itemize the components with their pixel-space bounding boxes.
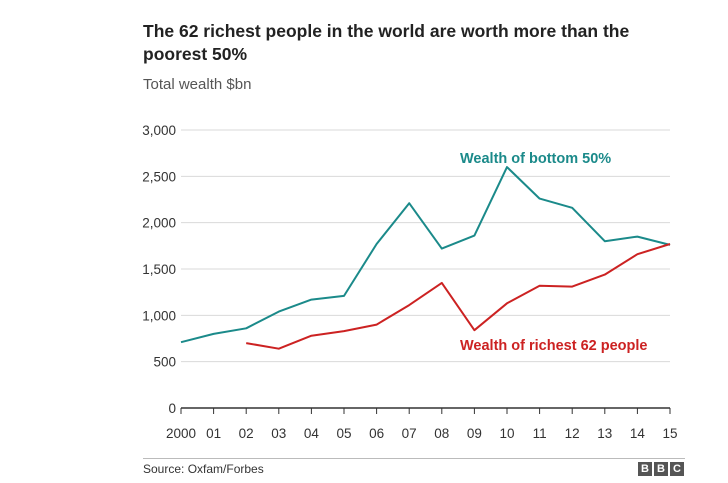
series-lines bbox=[180, 166, 671, 350]
y-axis-ticks: 0 500 1,000 1,500 2,000 2,500 3,000 bbox=[142, 123, 176, 416]
x-tick-label: 13 bbox=[597, 426, 612, 441]
y-tick-label: 2,000 bbox=[142, 216, 176, 231]
y-tick-label: 1,500 bbox=[142, 262, 176, 277]
source-note: Source: Oxfam/Forbes bbox=[143, 462, 264, 476]
logo-letter: C bbox=[670, 462, 684, 476]
x-tick-label: 14 bbox=[630, 426, 646, 441]
footer-divider bbox=[143, 458, 685, 459]
x-tick-label: 08 bbox=[434, 426, 449, 441]
x-tick-label: 07 bbox=[402, 426, 417, 441]
chart-title: The 62 richest people in the world are w… bbox=[143, 21, 630, 64]
x-tick-label: 01 bbox=[206, 426, 221, 441]
gridlines bbox=[181, 129, 670, 363]
x-tick-label: 03 bbox=[271, 426, 286, 441]
x-tick-label: 04 bbox=[304, 426, 320, 441]
y-axis-unit-label: Total wealth $bn bbox=[143, 76, 252, 93]
y-tick-label: 0 bbox=[168, 401, 176, 416]
x-tick-label: 12 bbox=[565, 426, 580, 441]
x-tick-label: 06 bbox=[369, 426, 384, 441]
y-tick-label: 3,000 bbox=[142, 123, 176, 138]
series-label-bottom-50: Wealth of bottom 50% bbox=[460, 151, 611, 167]
y-tick-label: 500 bbox=[153, 355, 176, 370]
logo-letter: B bbox=[638, 462, 652, 476]
y-tick-label: 2,500 bbox=[142, 169, 176, 184]
x-tick-label: 02 bbox=[239, 426, 254, 441]
series-label-richest-62: Wealth of richest 62 people bbox=[460, 338, 647, 354]
x-tick-label: 2000 bbox=[166, 426, 196, 441]
x-axis: 2000 01 02 03 04 05 06 07 08 09 10 11 12 13 14 15 bbox=[166, 407, 678, 441]
y-tick-label: 1,000 bbox=[142, 308, 176, 323]
series-line-bottom50 bbox=[180, 166, 671, 344]
x-tick-label: 15 bbox=[662, 426, 677, 441]
logo-letter: B bbox=[654, 462, 668, 476]
x-tick-label: 09 bbox=[467, 426, 482, 441]
bbc-logo: B B C bbox=[638, 462, 684, 476]
x-tick-label: 05 bbox=[336, 426, 351, 441]
series-line-richest62 bbox=[246, 243, 671, 350]
series-labels: Wealth of bottom 50% Wealth of richest 6… bbox=[460, 151, 647, 354]
x-tick-label: 11 bbox=[533, 426, 547, 441]
x-tick-label: 10 bbox=[499, 426, 514, 441]
